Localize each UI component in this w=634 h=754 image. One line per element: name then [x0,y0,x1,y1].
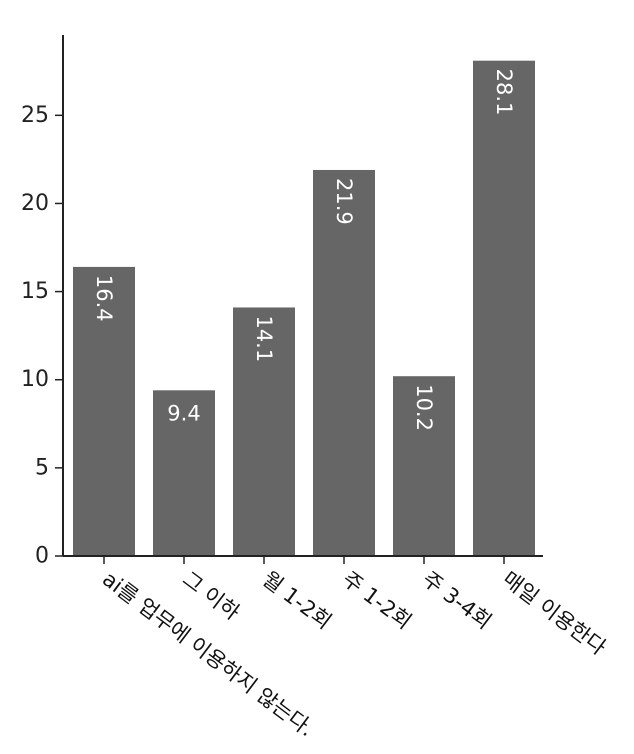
bar-value-label: 9.4 [167,401,200,425]
bar-value-label: 28.1 [492,69,516,116]
bar [73,266,135,556]
bar [393,376,455,556]
y-tick-label: 20 [21,191,49,216]
x-category-label: 매일 이용한다 [498,567,610,660]
x-axis: ai를 업무에 이용하지 않는다.그 이하 월 1-2회 주 1-2회 주 3-4회 매… [63,555,610,741]
bar-value-label: 10.2 [412,384,436,431]
bar-value-label: 16.4 [92,275,116,322]
y-axis: 0 5 10 15 20 25 [21,35,64,569]
bar-value-label: 21.9 [332,178,356,225]
y-tick-label: 0 [35,544,49,569]
bar-labels-group: 16.4 9.4 14.1 21.9 10.2 28.1 [92,69,516,431]
y-tick-label: 5 [35,455,49,480]
bar [233,307,295,556]
bars-group [73,60,535,556]
bar [153,390,215,556]
bar [473,60,535,556]
x-category-label: 주 1-2회 [338,567,416,634]
y-tick-label: 15 [21,279,49,304]
y-tick-label: 10 [21,367,49,392]
x-category-label: 그 이하 [178,567,244,625]
x-category-label: 주 3-4회 [418,567,496,634]
bar-value-label: 14.1 [252,315,276,362]
x-category-label: 월 1-2회 [258,567,336,634]
bar [313,169,375,556]
y-tick-label: 25 [21,103,49,128]
